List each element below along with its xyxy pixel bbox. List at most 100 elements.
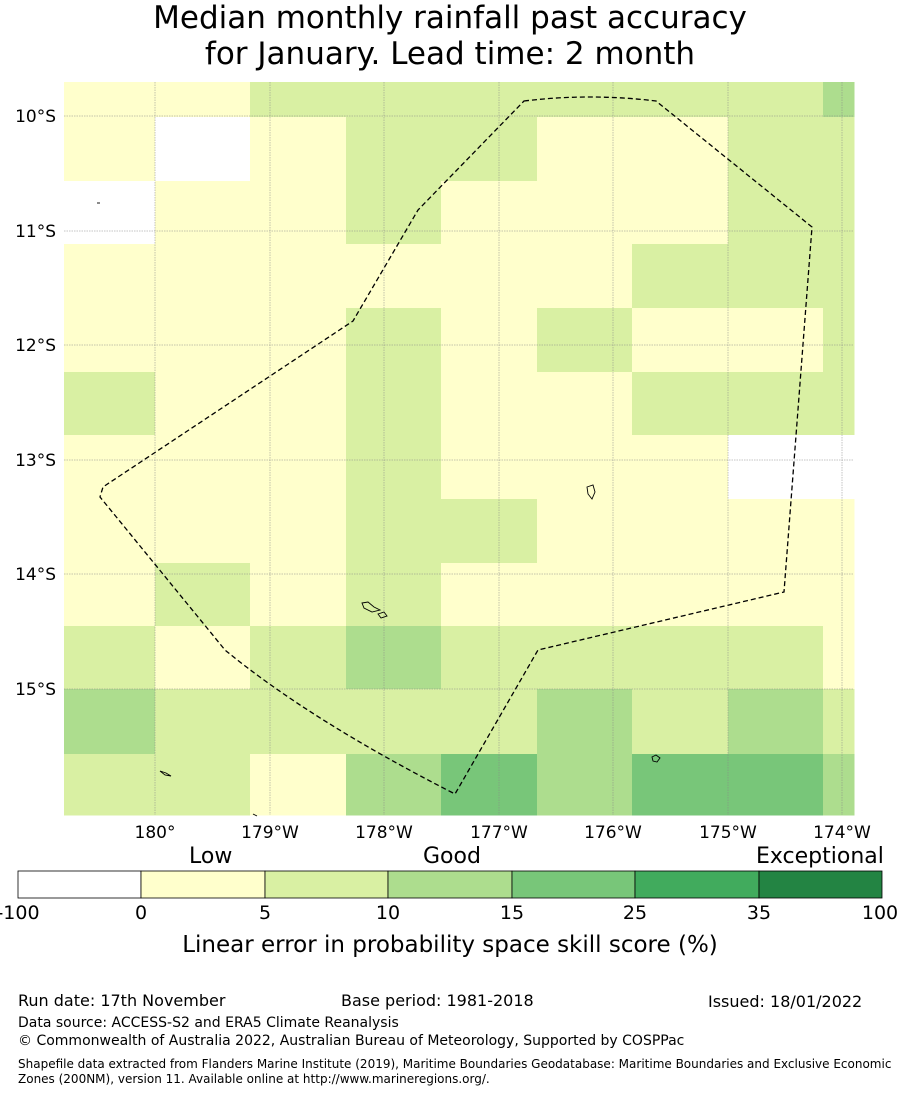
- lon-label: 180°: [135, 823, 176, 843]
- data-source: Data source: ACCESS-S2 and ERA5 Climate …: [18, 1015, 399, 1031]
- colorbar-segment: [387, 870, 513, 899]
- grid-cell: [537, 372, 633, 436]
- island-alofi: [377, 611, 388, 619]
- colorbar-segment: [264, 870, 389, 899]
- grid-cell: [346, 244, 442, 309]
- island-reef-west: [159, 770, 172, 777]
- grid-cell: [728, 244, 824, 309]
- island-wallis: [586, 484, 596, 500]
- grid-cell: [64, 181, 156, 245]
- colorbar-segment: [511, 870, 636, 899]
- grid-cell: [632, 117, 729, 182]
- grid-cell: [728, 626, 824, 690]
- island-futuna: [361, 601, 382, 613]
- grid-cell: [441, 689, 538, 755]
- colorbar-segment: [758, 870, 883, 899]
- grid-cell: [155, 626, 251, 690]
- graticule: [64, 82, 854, 815]
- run-date: Run date: 17th November: [18, 991, 226, 1010]
- grid-cell: [346, 435, 442, 500]
- grid-cell: [728, 181, 824, 245]
- colorbar-tick: 35: [746, 902, 772, 924]
- grid-cell: [823, 181, 855, 245]
- lon-label: 174°W: [813, 823, 871, 843]
- grid-cell: [441, 181, 538, 245]
- grid-cell: [441, 82, 538, 118]
- grid-cell: [346, 82, 442, 118]
- title-line-2: for January. Lead time: 2 month: [204, 36, 696, 72]
- grid-cell: [346, 754, 442, 816]
- grid-cell: [632, 181, 729, 245]
- grid-cell: [250, 754, 347, 816]
- grid-cell: [250, 82, 347, 118]
- grid-cell: [155, 435, 251, 500]
- colorbar-tick: 25: [622, 902, 648, 924]
- grid-cell: [632, 563, 729, 627]
- colorbar-tick: 5: [258, 902, 272, 924]
- grid-cell: [346, 499, 442, 564]
- grid-cell: [346, 308, 442, 373]
- grid-cell: [441, 244, 538, 309]
- grid-cell: [250, 117, 347, 182]
- colorbar-tick: 0: [134, 902, 148, 924]
- grid-cell: [250, 181, 347, 245]
- eez-boundary: [99, 96, 813, 795]
- grid-cell: [250, 499, 347, 564]
- colorbar-tick: -100: [0, 902, 40, 924]
- islet-south: [252, 813, 258, 817]
- grid-cell: [632, 754, 729, 816]
- grid-cell: [823, 689, 855, 755]
- grid-cell: [632, 372, 729, 436]
- grid-cell: [728, 563, 824, 627]
- grid-cell: [64, 244, 156, 309]
- grid-cell: [823, 244, 855, 309]
- grid-cell: [64, 754, 156, 816]
- grid-cell: [64, 117, 156, 182]
- shapefile-credit: Shapefile data extracted from Flanders M…: [18, 1057, 892, 1086]
- grid-cell: [632, 244, 729, 309]
- grid-cell: [64, 689, 156, 755]
- grid-cell: [441, 563, 538, 627]
- grid-cell: [346, 117, 442, 182]
- grid-cell: [155, 181, 251, 245]
- grid-cell: [441, 372, 538, 436]
- longitude-labels: 180° 179°W 178°W 177°W 176°W 175°W 174°W: [135, 823, 872, 843]
- grid-cell: [823, 626, 855, 690]
- grid-cell: [537, 689, 633, 755]
- copyright: © Commonwealth of Australia 2022, Austra…: [18, 1033, 685, 1049]
- grid-cell: [346, 626, 442, 690]
- colorbar-word-good: Good: [423, 844, 481, 869]
- lon-label: 177°W: [470, 823, 528, 843]
- grid-cell: [64, 308, 156, 373]
- grid-cell: [155, 499, 251, 564]
- grid-cell: [250, 626, 347, 690]
- grid-cell: [250, 563, 347, 627]
- grid-cell: [155, 244, 251, 309]
- colorbar-segment: [634, 870, 760, 899]
- grid-cell: [632, 435, 729, 500]
- base-period: Base period: 1981-2018: [341, 991, 534, 1010]
- colorbar-tick: 15: [499, 902, 525, 924]
- grid-cells: [64, 82, 855, 816]
- grid-cell: [632, 626, 729, 690]
- grid-cell: [728, 117, 824, 182]
- latitude-labels: 10°S 11°S 12°S 13°S 14°S 15°S: [15, 107, 56, 700]
- grid-cell: [441, 117, 538, 182]
- grid-cell: [346, 181, 442, 245]
- grid-cell: [728, 754, 824, 816]
- grid-cell: [823, 499, 855, 564]
- grid-cell: [537, 563, 633, 627]
- lat-label: 15°S: [15, 680, 56, 700]
- colorbar-tick: 100: [861, 902, 899, 924]
- grid-cell: [823, 435, 855, 500]
- lon-label: 176°W: [584, 823, 642, 843]
- grid-cell: [64, 626, 156, 690]
- grid-cell: [537, 499, 633, 564]
- grid-cell: [632, 689, 729, 755]
- grid-cell: [632, 499, 729, 564]
- colorbar-tick: 10: [375, 902, 401, 924]
- grid-cell: [728, 499, 824, 564]
- grid-cell: [537, 308, 633, 373]
- grid-cell: [346, 372, 442, 436]
- colorbar-word-low: Low: [189, 844, 233, 869]
